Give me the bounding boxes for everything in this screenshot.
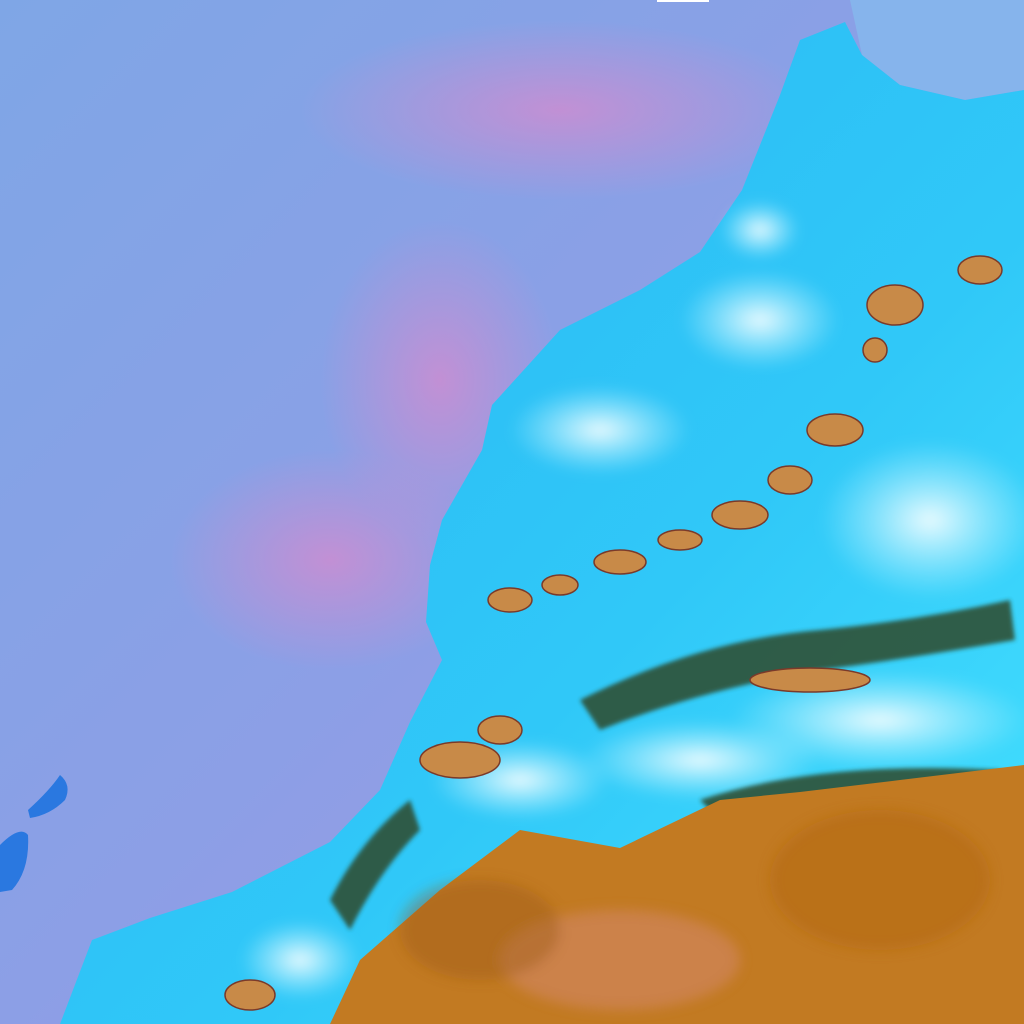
desert-texture <box>400 810 990 1010</box>
atlas-mountains <box>224 255 1003 1011</box>
spain-corner <box>850 0 1024 100</box>
ocean-pink-haze <box>300 20 820 200</box>
canary-islands <box>0 775 68 892</box>
island <box>28 775 68 818</box>
top-marker <box>657 0 709 2</box>
island <box>0 831 29 892</box>
